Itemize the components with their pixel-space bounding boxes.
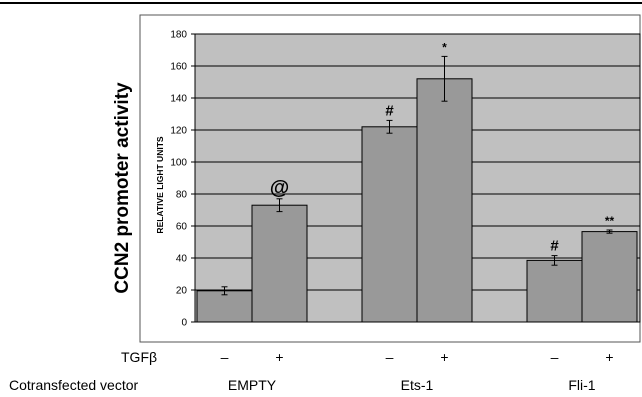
treatment-label: + (605, 349, 613, 365)
y-tick-label: 120 (170, 126, 187, 137)
group-label: EMPTY (228, 377, 277, 393)
significance-annotation: # (550, 238, 559, 255)
bar (581, 231, 638, 323)
significance-annotation: @ (270, 177, 290, 199)
bar (251, 204, 308, 323)
y-axis-label: RELATIVE LIGHT UNITS (155, 136, 165, 233)
treatment-label: + (275, 349, 283, 365)
y-tick-label: 140 (170, 94, 187, 105)
y-title: CCN2 promoter activity (112, 82, 133, 294)
bar (361, 126, 418, 323)
significance-annotation: * (442, 40, 447, 54)
y-tick-label: 20 (176, 286, 188, 297)
group-label: Fli-1 (568, 377, 595, 393)
treatment-row-label: TGFβ (121, 349, 157, 365)
y-tick-label: 100 (170, 158, 187, 169)
y-tick-label: 80 (176, 190, 188, 201)
y-tick-label: 0 (181, 318, 187, 329)
treatment-label: + (440, 349, 448, 365)
significance-annotation: ** (605, 214, 615, 228)
treatment-label: – (386, 349, 394, 365)
top-rule (0, 2, 642, 4)
y-tick-label: 40 (176, 254, 188, 265)
y-tick-label: 60 (176, 222, 188, 233)
y-tick-label: 160 (170, 62, 187, 73)
vector-row-label: Cotransfected vector (9, 377, 139, 393)
y-tick-label: 180 (170, 30, 187, 41)
treatment-label: – (221, 349, 229, 365)
bar (416, 78, 473, 323)
treatment-label: – (551, 349, 559, 365)
bar (196, 290, 253, 323)
significance-annotation: # (385, 102, 394, 119)
group-label: Ets-1 (401, 377, 434, 393)
bar (526, 259, 583, 323)
